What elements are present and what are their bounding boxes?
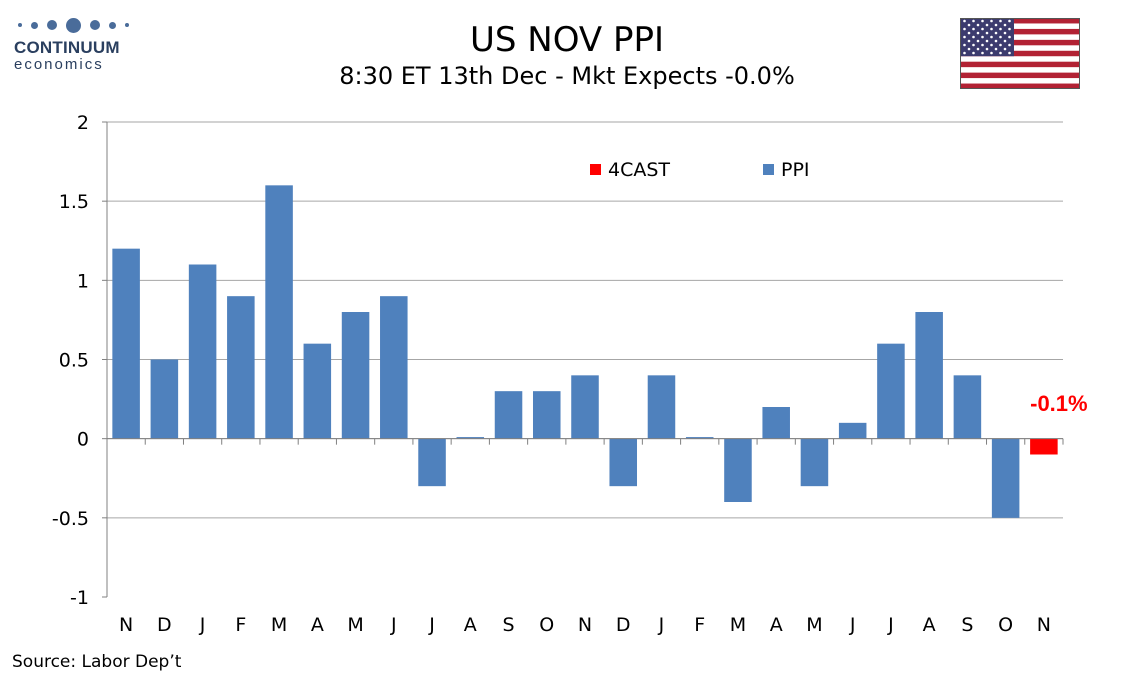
ppi-bar [494,391,523,439]
x-tick-label: J [887,614,894,636]
ppi-bar [341,312,370,439]
ppi-bar [188,264,217,439]
ppi-bar [227,296,255,439]
x-tick-label: J [199,614,206,636]
y-tick-label: -0.5 [52,508,89,530]
y-tick-label: -1 [70,587,89,609]
ppi-bar [303,343,332,439]
x-tick-label: O [998,614,1013,636]
y-tick-label: 1 [77,270,89,292]
x-tick-label: J [849,614,856,636]
y-tick-labels: 2 1.5 1 0.5 0 -0.5 -1 [52,112,107,609]
ppi-bar [112,248,140,439]
x-tick-label: O [539,614,554,636]
ppi-bar [953,375,982,439]
us-flag-icon [960,18,1080,89]
x-tick-label: D [157,614,172,636]
ppi-bar [265,185,293,439]
ppi-bar [456,437,485,439]
source-note: Source: Labor Dep’t [12,652,182,672]
x-tick-label: J [390,614,397,636]
x-tick-label: J [428,614,435,636]
ppi-bar [609,438,638,487]
logo-name: CONTINUUM [14,38,120,57]
x-tick-label: F [235,614,246,636]
x-tick-label: S [961,614,973,636]
y-tick-label: 0 [77,429,89,451]
y-tick-label: 2 [77,112,89,134]
x-tick-label: D [616,614,631,636]
ppi-bar [647,375,676,439]
ppi-bar [838,422,867,439]
logo-subtitle: economics [14,56,104,73]
chart-title: US NOV PPI [470,20,664,60]
legend-label-4cast: 4CAST [608,159,670,181]
logo: CONTINUUM economics [14,14,144,73]
ppi-bar [685,437,714,439]
legend-swatch-4cast [590,164,601,175]
logo-dots [14,14,144,36]
ppi-bar [991,438,1020,518]
ppi-bar [532,391,561,439]
chart-subtitle: 8:30 ET 13th Dec - Mkt Expects -0.0% [339,62,795,90]
ppi-bar [877,343,905,439]
x-tick-label: S [502,614,514,636]
x-tick-label: A [311,614,324,636]
forecast-bar [1030,438,1058,455]
legend: 4CAST PPI [590,159,810,181]
ppi-bar [800,438,829,487]
legend-swatch-ppi [763,164,774,175]
ppi-bar [150,359,179,439]
x-tick-label: M [806,614,822,636]
ppi-bar [571,375,599,439]
x-tick-label: A [770,614,783,636]
x-tick-label: J [658,614,665,636]
ppi-bar [915,312,943,439]
x-tick-label: M [347,614,363,636]
y-tick-label: 1.5 [59,191,89,213]
ppi-bar [418,438,446,487]
x-tick-label: M [271,614,287,636]
x-tick-label: M [730,614,746,636]
x-tick-label: N [119,614,133,636]
x-tick-label: N [578,614,592,636]
x-tick-label: F [694,614,705,636]
x-tick-label: A [464,614,477,636]
bars [112,185,1058,518]
ppi-bar [380,296,408,439]
x-tick-label: N [1037,614,1051,636]
legend-label-ppi: PPI [781,159,810,181]
x-tick-label: A [923,614,936,636]
ppi-bar [762,407,790,439]
forecast-annotation: -0.1% [1030,391,1087,416]
y-tick-label: 0.5 [59,350,89,372]
ppi-bar [724,438,752,502]
